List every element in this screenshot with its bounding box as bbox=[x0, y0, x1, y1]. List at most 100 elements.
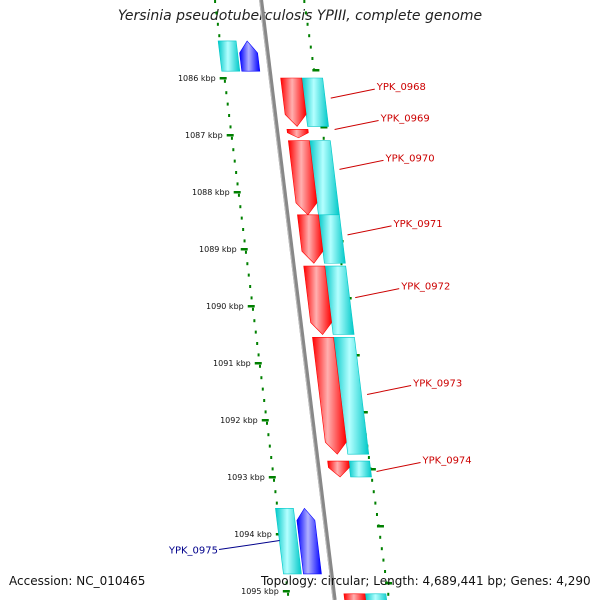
kbp-tick-left bbox=[282, 590, 290, 593]
gene-feature bbox=[296, 507, 322, 575]
gene-leader-line bbox=[355, 288, 400, 299]
gene-feature bbox=[288, 140, 318, 216]
ruler-dot bbox=[263, 399, 266, 402]
gene-feature bbox=[286, 129, 309, 139]
ruler-dot bbox=[247, 273, 250, 277]
ruler-dot bbox=[216, 22, 219, 26]
ruler-dot bbox=[229, 125, 232, 129]
ruler-dot bbox=[374, 501, 377, 505]
kbp-tick-right bbox=[368, 468, 376, 471]
feature-track bbox=[217, 0, 387, 600]
gene-leader-line bbox=[366, 385, 412, 395]
ruler-dot bbox=[270, 456, 273, 459]
gene-label: YPK_0968 bbox=[376, 82, 426, 93]
gene-label: YPK_0975 bbox=[168, 546, 218, 557]
kbp-tick-right bbox=[320, 126, 328, 129]
genome-stats: Topology: circular; Length: 4,689,441 bp… bbox=[261, 574, 591, 588]
ruler-dot bbox=[228, 114, 231, 117]
ruler-dot bbox=[256, 342, 259, 345]
gene-feature bbox=[303, 265, 332, 335]
kbp-tick-label: 1087 kbp bbox=[185, 131, 223, 140]
ruler-dot bbox=[235, 171, 238, 174]
ruler-dot bbox=[254, 330, 257, 334]
gene-label: YPK_0970 bbox=[384, 153, 434, 164]
ruler-dot bbox=[287, 592, 290, 596]
ruler-dot bbox=[223, 79, 226, 83]
ruler-dot bbox=[218, 34, 221, 38]
ruler-dot bbox=[215, 11, 218, 15]
ruler-dot bbox=[260, 376, 263, 380]
ruler-dot bbox=[236, 182, 239, 186]
gene-feature bbox=[217, 40, 241, 72]
gene-leader-line bbox=[376, 461, 421, 472]
ruler-dot bbox=[340, 262, 343, 266]
ruler-dot bbox=[375, 513, 378, 516]
ruler-dot bbox=[242, 228, 245, 231]
gene-feature bbox=[297, 214, 324, 264]
ruler-dot bbox=[303, 0, 306, 3]
gene-label-layer: YPK_0968 YPK_0969 YPK_0970 YPK_0971 YPK_0972… bbox=[168, 82, 472, 556]
ruler-dot bbox=[232, 148, 235, 152]
gene-feature bbox=[348, 460, 372, 478]
ruler-dot bbox=[244, 250, 247, 254]
ruler-dot bbox=[258, 364, 261, 368]
ruler-dot bbox=[250, 296, 253, 300]
ruler-dot bbox=[285, 581, 288, 585]
gene-feature bbox=[239, 40, 261, 72]
gene-label: YPK_0974 bbox=[422, 455, 472, 466]
kbp-tick-label: 1095 kbp bbox=[241, 587, 279, 596]
kbp-tick-right bbox=[385, 582, 393, 585]
ruler-dot bbox=[249, 285, 252, 288]
kbp-tick-label: 1092 kbp bbox=[220, 416, 258, 425]
ruler-dot bbox=[380, 547, 383, 551]
ruler-dot bbox=[367, 456, 370, 459]
ruler-dot bbox=[274, 490, 277, 494]
gene-feature bbox=[280, 77, 307, 127]
gene-leader-line bbox=[347, 225, 392, 236]
ruler-dot bbox=[322, 136, 325, 140]
kbp-tick-left bbox=[268, 476, 276, 479]
kbp-tick-label: 1093 kbp bbox=[227, 473, 265, 482]
ruler-dot bbox=[233, 159, 236, 163]
gene-feature bbox=[343, 593, 366, 600]
ruler-dot bbox=[264, 410, 267, 414]
gene-feature bbox=[327, 460, 350, 478]
ruler-dot bbox=[230, 136, 233, 140]
genome-backbone bbox=[259, 0, 337, 600]
gene-label: YPK_0971 bbox=[393, 219, 443, 230]
gene-feature bbox=[364, 593, 387, 600]
gene-label: YPK_0973 bbox=[412, 379, 462, 390]
kbp-tick-left bbox=[247, 305, 255, 308]
gene-feature bbox=[275, 508, 302, 575]
gene-feature bbox=[318, 214, 346, 264]
kbp-tick-label: 1094 kbp bbox=[234, 530, 272, 539]
ruler-dot bbox=[309, 45, 312, 49]
gene-leader-line bbox=[330, 88, 375, 99]
gene-leader-line bbox=[339, 159, 384, 170]
ruler-dot bbox=[214, 0, 217, 3]
kbp-tick-left bbox=[219, 77, 227, 80]
kbp-tick-label: 1091 kbp bbox=[213, 359, 251, 368]
kbp-tick-left bbox=[226, 134, 234, 137]
ruler-dot bbox=[226, 102, 229, 106]
ruler-dot bbox=[239, 205, 242, 209]
kbp-tick-right bbox=[376, 525, 384, 528]
gene-label: YPK_0969 bbox=[380, 113, 430, 124]
ruler-dot bbox=[275, 501, 278, 505]
ruler-dot bbox=[372, 490, 375, 494]
ruler-dot bbox=[379, 535, 382, 539]
kbp-tick-left bbox=[254, 362, 262, 365]
gene-feature bbox=[312, 337, 347, 455]
kbp-tick-label: 1086 kbp bbox=[178, 74, 216, 83]
accession-text: Accession: NC_010465 bbox=[9, 574, 146, 588]
ruler-dot bbox=[265, 421, 268, 425]
kbp-tick-left bbox=[240, 248, 248, 251]
kbp-tick-label: 1089 kbp bbox=[199, 245, 237, 254]
kbp-tick-left bbox=[233, 191, 241, 194]
gene-feature bbox=[301, 77, 329, 127]
ruler-dot bbox=[257, 353, 260, 357]
ruler-dot bbox=[267, 433, 270, 437]
kbp-tick-right bbox=[360, 411, 368, 414]
ruler-dot bbox=[382, 558, 385, 562]
